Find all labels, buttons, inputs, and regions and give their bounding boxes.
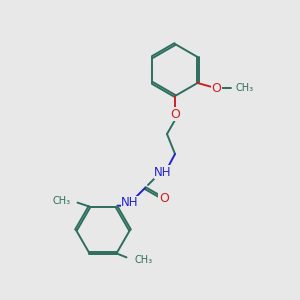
Text: NH: NH <box>121 196 139 209</box>
Text: CH₃: CH₃ <box>134 255 153 266</box>
Text: NH: NH <box>154 166 172 178</box>
Text: O: O <box>212 82 221 94</box>
Text: O: O <box>170 107 180 121</box>
Text: CH₃: CH₃ <box>52 196 70 206</box>
Text: O: O <box>159 193 169 206</box>
Text: CH₃: CH₃ <box>236 83 253 93</box>
